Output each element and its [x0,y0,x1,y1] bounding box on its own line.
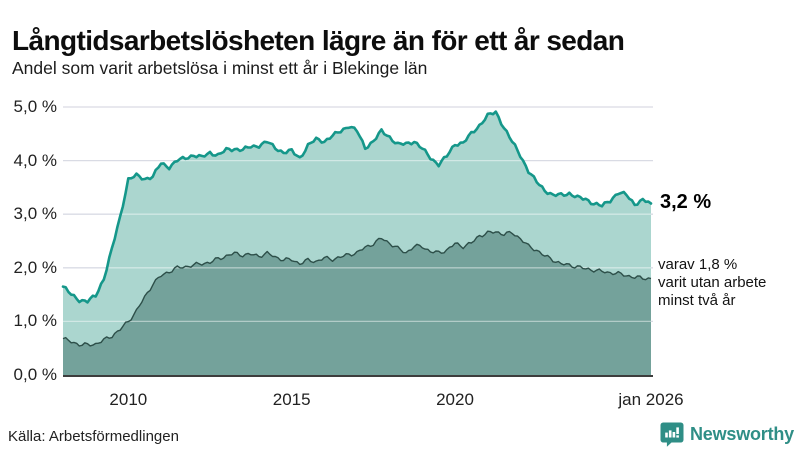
x-axis-tick-label: 2015 [272,390,311,409]
x-axis-tick-label: jan 2026 [618,390,684,409]
subset-annotation: varav 1,8 % varit utan arbete minst två … [658,256,767,309]
page-title: Långtidsarbetslösheten lägre än för ett … [12,24,625,56]
y-axis-tick-label: 3,0 % [13,204,57,224]
line-minst-tva-ar [62,230,652,347]
area-minst-tva-ar [63,231,651,375]
y-axis-tick-label: 0,0 % [13,365,57,384]
x-axis-tick-label: 2010 [109,390,148,409]
newsworthy-logo: Newsworthy [660,421,794,447]
chart-subtitle: Andel som varit arbetslösa i minst ett å… [12,58,428,78]
y-axis-tick-label: 1,0 % [13,311,57,331]
brand-name: Newsworthy [689,423,794,444]
x-axis-tick-label: 2020 [436,390,474,409]
source-caption: Källa: Arbetsförmedlingen [8,428,179,445]
line-minst-ett-ar [61,110,653,304]
y-axis-tick-label: 4,0 % [13,150,57,170]
end-value-label: 3,2 % [660,191,712,213]
y-axis-tick-label: 2,0 % [13,257,57,277]
bar-chart-speech-bubble-icon [660,422,684,447]
y-axis-tick-label: 5,0 % [13,97,57,116]
